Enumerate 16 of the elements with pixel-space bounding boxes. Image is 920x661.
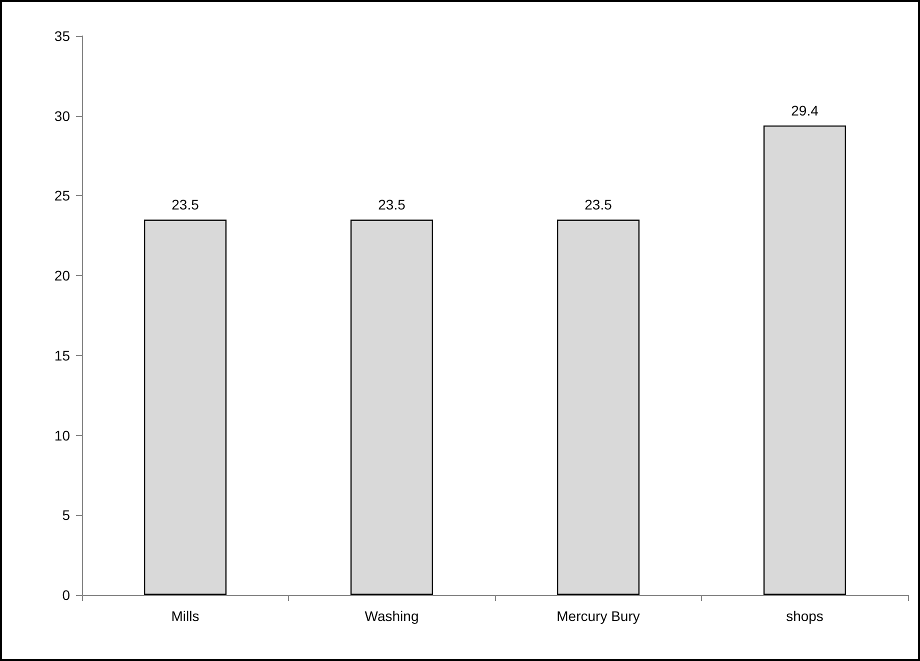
x-tick-label: shops (786, 608, 824, 624)
y-tick-label: 20 (54, 268, 70, 284)
data-label: 23.5 (378, 196, 406, 213)
data-label: 23.5 (584, 196, 612, 213)
y-tick-label: 30 (54, 108, 70, 124)
y-tick-label: 15 (54, 347, 70, 364)
y-tick-label: 25 (54, 188, 70, 204)
x-tick-label: Washing (364, 608, 419, 624)
y-tick-label: 0 (62, 587, 70, 603)
x-tick-label: Mills (171, 608, 200, 624)
data-label: 23.5 (172, 196, 200, 213)
data-label: 29.4 (791, 102, 819, 118)
y-tick-label: 35 (54, 28, 70, 44)
y-tick-label: 10 (54, 427, 70, 444)
x-tick-label: Mercury Bury (556, 608, 640, 624)
y-tick-label: 5 (62, 507, 70, 524)
